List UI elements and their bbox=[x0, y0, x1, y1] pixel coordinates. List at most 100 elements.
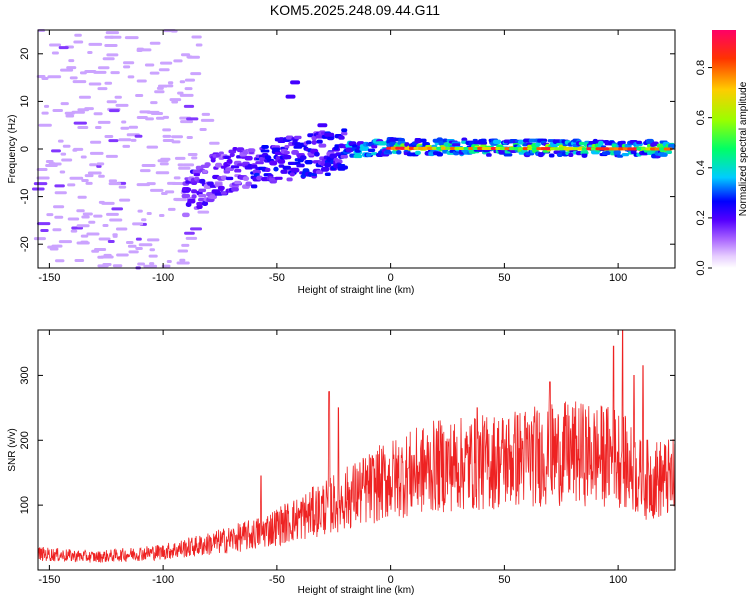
spectrogram-cell bbox=[56, 244, 63, 248]
spectrogram-cell bbox=[389, 137, 398, 142]
spectrogram-cell bbox=[49, 43, 62, 47]
spectrogram-cell bbox=[320, 166, 330, 172]
spectrogram-cell bbox=[132, 222, 144, 226]
spectrogram-cell bbox=[192, 169, 202, 175]
spectrogram-cell bbox=[378, 141, 387, 146]
spectrogram-cell bbox=[199, 178, 206, 184]
spectrogram-cell bbox=[179, 93, 194, 97]
colorbar-label: Normalized spectral amplitude bbox=[738, 81, 749, 216]
spectrogram-cell bbox=[158, 68, 170, 72]
spectrogram-cell bbox=[93, 70, 107, 74]
spectrogram-cell bbox=[76, 224, 90, 228]
x-tick-label: 50 bbox=[498, 574, 510, 586]
spectrogram-cell bbox=[218, 151, 224, 155]
spectrogram-cell bbox=[177, 249, 189, 253]
spectrogram-cell bbox=[84, 69, 97, 73]
spectrogram-cell bbox=[108, 139, 119, 143]
spectrogram-cell bbox=[269, 160, 278, 166]
spectrogram-cell bbox=[108, 179, 118, 183]
spectrogram-cell bbox=[324, 172, 331, 177]
colorbar-tick-label: 0.2 bbox=[695, 210, 707, 225]
x-tick-label: -100 bbox=[152, 574, 174, 586]
spectrogram-cell bbox=[36, 75, 46, 79]
spectrogram-cell bbox=[296, 163, 305, 168]
spectrogram-cell bbox=[174, 198, 187, 202]
spectrogram-cell bbox=[385, 149, 391, 154]
spectrogram-cell bbox=[252, 169, 261, 175]
spectrogram-cell bbox=[552, 139, 562, 145]
spectrogram-cell bbox=[60, 68, 74, 72]
spectrogram-cell bbox=[98, 237, 111, 241]
spectrogram-cell bbox=[54, 259, 65, 263]
spectrogram-cell bbox=[226, 159, 233, 164]
spectrogram-x-ticks: -150 -100 -50 0 50 100 bbox=[38, 30, 627, 284]
spectrogram-cell bbox=[317, 123, 328, 128]
spectrogram-cell bbox=[663, 147, 673, 151]
spectrogram-cell bbox=[59, 170, 66, 174]
spectrogram-cell bbox=[311, 135, 317, 141]
spectrogram-cell bbox=[58, 46, 69, 50]
spectrogram-cell bbox=[54, 215, 64, 219]
spectrogram-cell bbox=[420, 138, 427, 143]
spectrogram-cell bbox=[171, 100, 179, 104]
spectrogram-cell bbox=[127, 75, 135, 79]
spectrogram-cell bbox=[93, 112, 103, 116]
spectrogram-cell bbox=[245, 181, 252, 187]
spectrogram-cell bbox=[78, 95, 91, 99]
spectrogram-cell bbox=[340, 154, 348, 159]
spectrogram-cell bbox=[70, 229, 78, 233]
spectrogram-cell bbox=[149, 262, 155, 266]
spectrogram-cell bbox=[36, 222, 51, 226]
spectrogram-cell bbox=[180, 120, 194, 124]
spectrogram-cell bbox=[96, 164, 102, 168]
spectrogram-cell bbox=[36, 168, 48, 172]
spectrogram-cell bbox=[149, 41, 161, 45]
spectrogram-cell bbox=[66, 66, 77, 70]
spectrogram-cell bbox=[667, 143, 676, 149]
spectrogram-cell bbox=[280, 169, 288, 174]
spectrogram-x-label: Height of straight line (km) bbox=[298, 285, 415, 296]
spectrogram-cell bbox=[284, 144, 290, 149]
spectrogram-cell bbox=[202, 169, 208, 174]
spectrogram-cell bbox=[102, 224, 109, 228]
spectrogram-cell bbox=[72, 148, 78, 152]
spectrogram-cell bbox=[324, 162, 332, 168]
spectrogram-cell bbox=[324, 132, 335, 137]
spectrogram-cell bbox=[106, 100, 117, 104]
x-tick-label: -50 bbox=[269, 272, 285, 284]
spectrogram-cell bbox=[134, 134, 143, 138]
spectrogram-cell bbox=[316, 139, 323, 144]
spectrogram-cell bbox=[33, 237, 46, 241]
spectrogram-cell bbox=[102, 263, 112, 267]
spectrogram-cell bbox=[69, 176, 84, 180]
spectrogram-cell bbox=[191, 189, 198, 194]
spectrogram-cell bbox=[128, 125, 139, 129]
spectrogram-cell bbox=[195, 43, 203, 47]
spectrogram-cell bbox=[72, 80, 87, 84]
spectrogram-cell bbox=[110, 71, 120, 75]
spectrogram-cell bbox=[53, 205, 65, 209]
spectrogram-cell bbox=[119, 198, 131, 202]
spectrogram-cell bbox=[154, 90, 165, 94]
figure-title: KOM5.2025.248.09.44.G11 bbox=[270, 2, 440, 18]
spectrogram-cell bbox=[290, 80, 301, 85]
spectrogram-cell bbox=[148, 254, 158, 258]
spectrogram-cell bbox=[161, 191, 168, 195]
spectrogram-cell bbox=[311, 172, 317, 177]
snr-x-ticks: -150 -100 -50 0 50 100 bbox=[38, 330, 627, 586]
spectrogram-cell bbox=[137, 262, 145, 266]
spectrogram-cell bbox=[196, 202, 203, 206]
spectrogram-cell bbox=[98, 174, 105, 178]
spectrogram-cell bbox=[40, 228, 49, 232]
spectrogram-cell bbox=[80, 234, 89, 238]
spectrogram-cell bbox=[136, 47, 144, 51]
spectrogram-cell bbox=[234, 180, 242, 185]
spectrogram-cell bbox=[143, 264, 158, 268]
spectrogram-cell bbox=[179, 258, 186, 262]
spectrogram-cell bbox=[414, 150, 421, 155]
spectrogram-cell bbox=[86, 232, 100, 236]
spectrogram-cell bbox=[311, 139, 317, 145]
spectrogram-cell bbox=[171, 182, 186, 186]
spectrogram-cell bbox=[45, 163, 58, 167]
